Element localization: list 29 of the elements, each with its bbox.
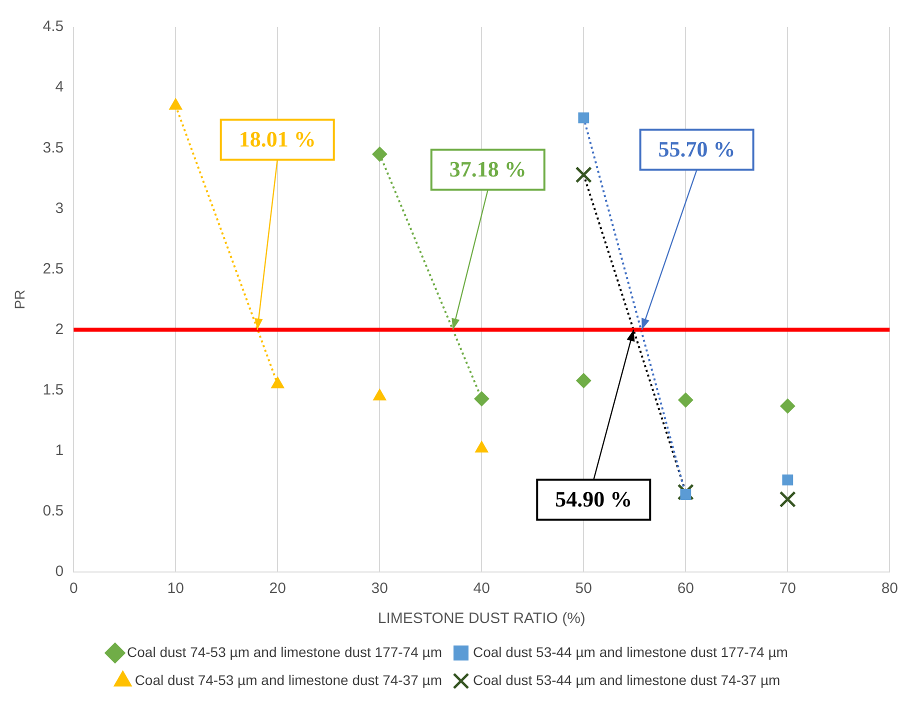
y-tick-label: 0.5 [42, 502, 64, 520]
y-axis-title: PR [11, 290, 28, 310]
y-tick-label: 1 [55, 442, 64, 460]
y-tick-label: 3.5 [42, 139, 64, 156]
legend-label: Coal dust 53-44 µm and limestone dust 177-74 µm [473, 644, 788, 660]
x-tick-label: 10 [167, 580, 184, 598]
y-tick-label: 0 [55, 563, 64, 580]
legend-label: Coal dust 74-53 µm and limestone dust 74-37 µm [134, 672, 442, 688]
x-tick-label: 60 [677, 580, 694, 598]
legend-label: Coal dust 74-53 µm and limestone dust 177-74 µm [127, 644, 442, 660]
x-tick-label: 70 [779, 580, 796, 598]
x-tick-label: 40 [473, 580, 490, 598]
y-tick-label: 4.5 [42, 18, 64, 36]
annotation: 54.90 % [555, 486, 632, 512]
legend-label: Coal dust 53-44 µm and limestone dust 74-37 µm [473, 672, 780, 688]
x-tick-label: 80 [881, 580, 898, 598]
x-tick-label: 0 [69, 580, 78, 598]
y-tick-label: 1.5 [42, 381, 64, 398]
y-tick-label: 4 [55, 78, 64, 96]
y-tick-label: 3 [55, 200, 64, 217]
x-tick-label: 30 [371, 580, 388, 598]
y-tick-label: 2 [55, 320, 64, 338]
annotation: 18.01 % [238, 126, 316, 152]
y-tick-label: 2.5 [42, 260, 64, 278]
x-tick-label: 50 [575, 580, 592, 598]
x-tick-label: 20 [269, 580, 286, 598]
x-axis-title: LIMESTONE DUST RATIO (%) [378, 610, 586, 628]
annotation: 55.70 % [658, 136, 736, 162]
annotation: 37.18 % [449, 156, 526, 182]
